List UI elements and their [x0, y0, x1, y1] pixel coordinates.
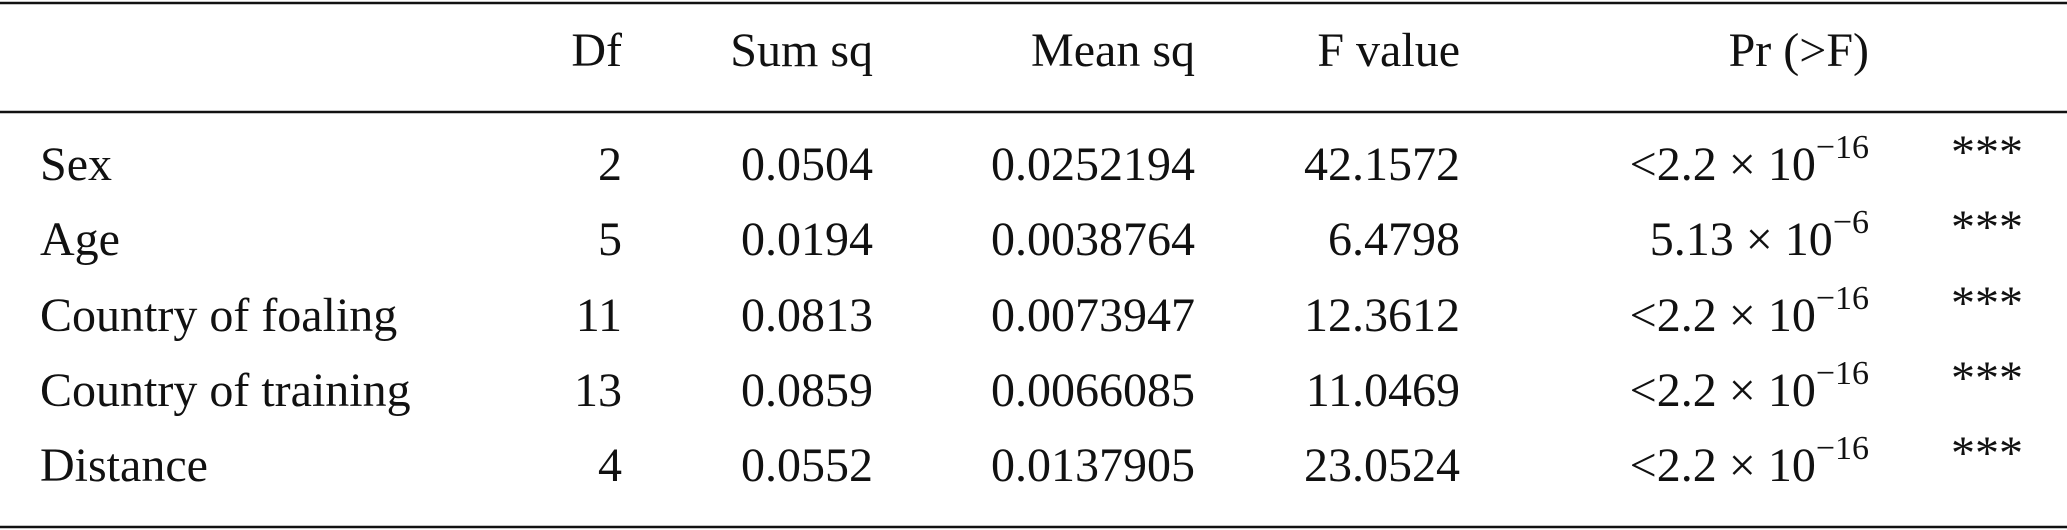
row-label: Age [40, 213, 120, 266]
cell: 0.0073947 [991, 289, 1195, 342]
cell: 0.0194 [741, 213, 873, 266]
p-value-exponent: −16 [1816, 355, 1869, 392]
p-value: 5.13 × 10−6 [1650, 204, 1869, 266]
p-value-base: <2.2 × 10 [1630, 289, 1816, 342]
cell: 6.4798 [1328, 213, 1460, 266]
p-value-base: <2.2 × 10 [1630, 138, 1816, 191]
row-label: Sex [40, 138, 112, 191]
p-value: <2.2 × 10−16 [1630, 129, 1869, 191]
row-label: Country of training [40, 364, 411, 417]
header-cell: Pr (>F) [1729, 24, 1869, 77]
header-cell: F value [1317, 24, 1460, 77]
cell: 13 [574, 364, 622, 417]
header-cell: Mean sq [1031, 24, 1195, 77]
p-value-base: 5.13 × 10 [1650, 213, 1833, 266]
cell: 2 [598, 138, 622, 191]
p-value: <2.2 × 10−16 [1630, 430, 1869, 492]
significance: *** [1951, 126, 2023, 179]
cell: 11 [576, 289, 622, 342]
p-value-exponent: −16 [1816, 430, 1869, 467]
cell: 0.0038764 [991, 213, 1195, 266]
cell: 23.0524 [1304, 439, 1460, 492]
cell: 0.0552 [741, 439, 873, 492]
header-cell: Df [571, 24, 622, 77]
cell: 42.1572 [1304, 138, 1460, 191]
significance: *** [1951, 277, 2023, 330]
significance: *** [1951, 427, 2023, 480]
p-value-exponent: −16 [1816, 280, 1869, 317]
p-value: <2.2 × 10−16 [1630, 280, 1869, 342]
cell: 12.3612 [1304, 289, 1460, 342]
cell: 0.0137905 [991, 439, 1195, 492]
cell: 0.0066085 [991, 364, 1195, 417]
header-cell: Sum sq [730, 24, 873, 77]
cell: 11.0469 [1306, 364, 1460, 417]
cell: 4 [598, 439, 622, 492]
cell: 0.0859 [741, 364, 873, 417]
p-value-exponent: −6 [1833, 204, 1869, 241]
p-value-exponent: −16 [1816, 129, 1869, 166]
cell: 0.0252194 [991, 138, 1195, 191]
row-label: Distance [40, 439, 208, 492]
p-value-base: <2.2 × 10 [1630, 364, 1816, 417]
significance: *** [1951, 201, 2023, 254]
significance: *** [1951, 352, 2023, 405]
cell: 0.0504 [741, 138, 873, 191]
p-value-base: <2.2 × 10 [1630, 439, 1816, 492]
cell: 5 [598, 213, 622, 266]
p-value: <2.2 × 10−16 [1630, 355, 1869, 417]
row-label: Country of foaling [40, 289, 397, 342]
cell: 0.0813 [741, 289, 873, 342]
